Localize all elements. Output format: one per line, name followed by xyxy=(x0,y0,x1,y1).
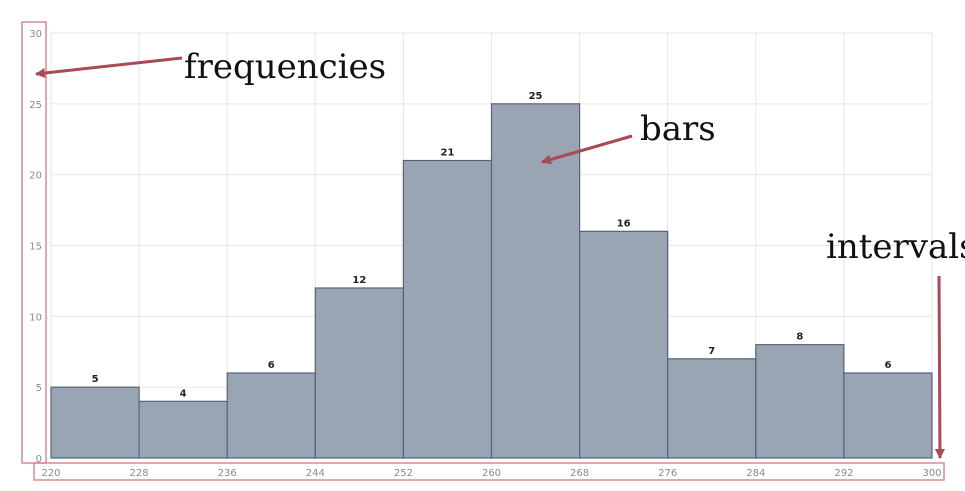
x-tick-label: 292 xyxy=(834,468,853,479)
y-tick-label: 10 xyxy=(29,312,42,323)
y-tick-label: 25 xyxy=(29,100,42,111)
x-tick-labels: 220 228 236 244 252 260 268 276 284 292 300 xyxy=(41,468,941,479)
x-tick-label: 244 xyxy=(306,468,325,479)
x-tick-label: 260 xyxy=(482,468,501,479)
histogram-bar xyxy=(578,230,669,459)
bars-annotation: bars xyxy=(640,109,716,149)
histogram-bar xyxy=(314,287,404,459)
data-labels-group: 5 4 6 12 21 25 16 7 8 6 xyxy=(92,91,892,400)
histogram-bar xyxy=(755,344,845,459)
y-tick-label: 15 xyxy=(29,242,42,253)
y-tick-label: 5 xyxy=(36,383,42,394)
y-tick-label: 20 xyxy=(29,171,42,182)
bars-group xyxy=(50,103,933,459)
bar-data-label: 25 xyxy=(529,91,543,102)
bar-data-label: 7 xyxy=(708,346,715,357)
histogram-bar xyxy=(490,103,581,459)
frequencies-annotation: frequencies xyxy=(184,47,386,87)
bar-data-label: 4 xyxy=(180,388,187,399)
histogram-bar xyxy=(402,159,493,459)
x-tick-label: 220 xyxy=(41,468,60,479)
x-tick-label: 276 xyxy=(658,468,677,479)
intervals-arrow xyxy=(934,275,945,459)
histogram-bar xyxy=(667,358,757,459)
histogram-bar xyxy=(50,386,140,459)
y-tick-labels: 0 5 10 15 20 25 30 xyxy=(29,29,42,465)
bar-data-label: 6 xyxy=(884,360,891,371)
bar-data-label: 8 xyxy=(796,332,803,343)
histogram-bar xyxy=(843,372,933,459)
histogram-bar xyxy=(226,372,316,459)
bar-data-label: 21 xyxy=(440,148,454,159)
bars-arrow xyxy=(541,134,633,165)
intervals-annotation: intervals xyxy=(826,227,965,267)
x-tick-label: 236 xyxy=(218,468,237,479)
x-tick-label: 228 xyxy=(130,468,149,479)
x-tick-label: 300 xyxy=(922,468,941,479)
y-tick-label: 0 xyxy=(36,454,42,465)
bar-data-label: 12 xyxy=(352,275,366,286)
x-axis-highlight-box xyxy=(33,462,945,481)
x-tick-label: 252 xyxy=(394,468,413,479)
bar-data-label: 5 xyxy=(92,374,99,385)
x-tick-label: 268 xyxy=(570,468,589,479)
y-tick-label: 30 xyxy=(29,29,42,40)
bar-data-label: 16 xyxy=(617,218,631,229)
frequencies-arrow xyxy=(35,56,183,78)
x-tick-label: 284 xyxy=(746,468,765,479)
bar-data-label: 6 xyxy=(268,360,275,371)
histogram-bar xyxy=(138,400,228,459)
